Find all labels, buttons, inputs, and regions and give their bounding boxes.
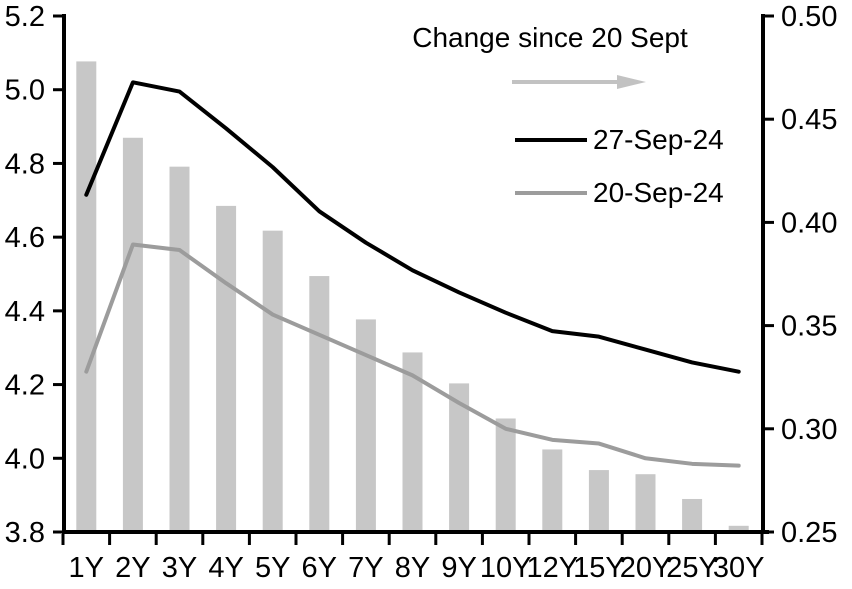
bar-15Y	[588, 470, 609, 532]
x-axis-label-12Y: 12Y	[526, 552, 578, 584]
bar-8Y	[402, 352, 423, 532]
x-axis-label-9Y: 9Y	[441, 552, 476, 584]
x-axis-label-15Y: 15Y	[573, 552, 625, 584]
bar-30Y	[728, 525, 749, 532]
right-axis-tick-label: 0.40	[781, 207, 837, 239]
x-axis-label-30Y: 30Y	[713, 552, 765, 584]
x-axis-label-8Y: 8Y	[395, 552, 430, 584]
left-axis-tick-label: 4.6	[5, 222, 45, 254]
x-axis-label-2Y: 2Y	[115, 552, 150, 584]
left-axis-tick-label: 5.0	[5, 75, 45, 107]
bar-3Y	[169, 166, 190, 532]
x-axis-label-10Y: 10Y	[480, 552, 532, 584]
bar-9Y	[449, 383, 470, 532]
x-axis-label-3Y: 3Y	[162, 552, 197, 584]
right-axis-tick-label: 0.45	[781, 104, 837, 136]
bar-12Y	[542, 449, 563, 532]
bar-20Y	[635, 474, 656, 532]
left-axis-tick-label: 5.2	[5, 1, 45, 33]
left-axis-tick-label: 3.8	[5, 517, 45, 549]
bar-25Y	[682, 498, 703, 532]
line-series-27-Sep-24	[84, 80, 741, 374]
right-axis-tick-label: 0.30	[781, 414, 837, 446]
x-axis-label-20Y: 20Y	[620, 552, 672, 584]
right-axis-tick-label: 0.35	[781, 311, 837, 343]
x-axis-label-7Y: 7Y	[348, 552, 383, 584]
bar-4Y	[216, 205, 237, 532]
line-series-20-Sep-24	[84, 242, 741, 468]
right-axis-tick-label: 0.25	[781, 517, 837, 549]
left-axis-tick-label: 4.8	[5, 148, 45, 180]
left-axis-tick-label: 4.4	[5, 296, 45, 328]
bar-5Y	[262, 230, 283, 532]
x-axis-label-4Y: 4Y	[208, 552, 243, 584]
x-axis-label-5Y: 5Y	[255, 552, 290, 584]
bar-6Y	[309, 276, 330, 532]
x-axis-label-25Y: 25Y	[666, 552, 718, 584]
left-axis-tick-label: 4.2	[5, 370, 45, 402]
bar-1Y	[76, 61, 97, 533]
x-axis-label-1Y: 1Y	[69, 552, 104, 584]
left-axis-tick-label: 4.0	[5, 443, 45, 475]
right-axis-tick-label: 0.50	[781, 1, 837, 33]
bar-7Y	[355, 319, 376, 532]
bar-10Y	[495, 418, 516, 532]
x-axis-label-6Y: 6Y	[302, 552, 337, 584]
bar-2Y	[122, 137, 143, 532]
